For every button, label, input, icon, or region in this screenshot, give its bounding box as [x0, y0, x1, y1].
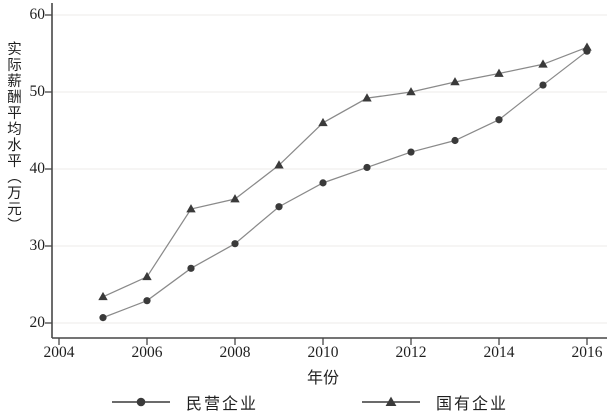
triangle-marker — [186, 204, 196, 213]
circle-marker — [363, 163, 371, 172]
y-tick-label: 50 — [29, 83, 46, 100]
legend-item-triangle: 国有企业 — [362, 392, 508, 411]
triangle-marker — [582, 42, 592, 51]
series-line-circle — [102, 50, 588, 319]
triangle-marker — [230, 194, 240, 203]
circle-marker — [407, 148, 415, 156]
y-axis-title: 实际薪酬平均水平（万元） — [5, 41, 21, 233]
circle-marker — [275, 203, 283, 211]
legend: 民营企业 国有企业 — [0, 392, 612, 411]
y-tick-label: 40 — [29, 160, 46, 177]
triangle-marker — [318, 117, 328, 127]
triangle-marker — [450, 77, 460, 86]
x-tick-label: 2008 — [219, 344, 251, 361]
triangle-marker — [142, 271, 152, 281]
triangle-marker — [538, 59, 548, 68]
series-line-triangle — [102, 46, 588, 298]
circle-marker — [143, 297, 151, 305]
triangle-marker — [494, 68, 504, 77]
x-tick-label: 2016 — [571, 344, 603, 361]
x-axis-title: 年份 — [306, 370, 339, 387]
circle-legend-key — [112, 397, 170, 406]
circle-marker — [231, 240, 239, 248]
triangle-marker — [406, 87, 416, 96]
circle-marker — [99, 314, 107, 322]
y-tick-label: 30 — [29, 237, 46, 254]
y-tick-label: 60 — [29, 6, 46, 23]
legend-label: 国有企业 — [436, 395, 509, 411]
y-tick-label: 20 — [29, 314, 46, 331]
x-tick-label: 2012 — [395, 344, 427, 361]
triangle-marker — [274, 160, 284, 169]
x-tick-label: 2006 — [131, 344, 163, 361]
x-tick-label: 2004 — [43, 344, 75, 361]
legend-label: 民营企业 — [186, 395, 259, 411]
x-tick-label: 2014 — [483, 344, 515, 361]
x-tick-label: 2010 — [307, 344, 339, 361]
legend-item-circle: 民营企业 — [112, 392, 258, 411]
triangle-marker — [98, 291, 108, 301]
circle-marker — [495, 116, 503, 124]
circle-marker — [451, 136, 459, 145]
circle-marker — [319, 179, 327, 187]
triangle-legend-key — [362, 396, 420, 406]
circle-marker — [539, 81, 547, 89]
circle-marker — [187, 264, 195, 272]
triangle-marker — [362, 93, 372, 102]
